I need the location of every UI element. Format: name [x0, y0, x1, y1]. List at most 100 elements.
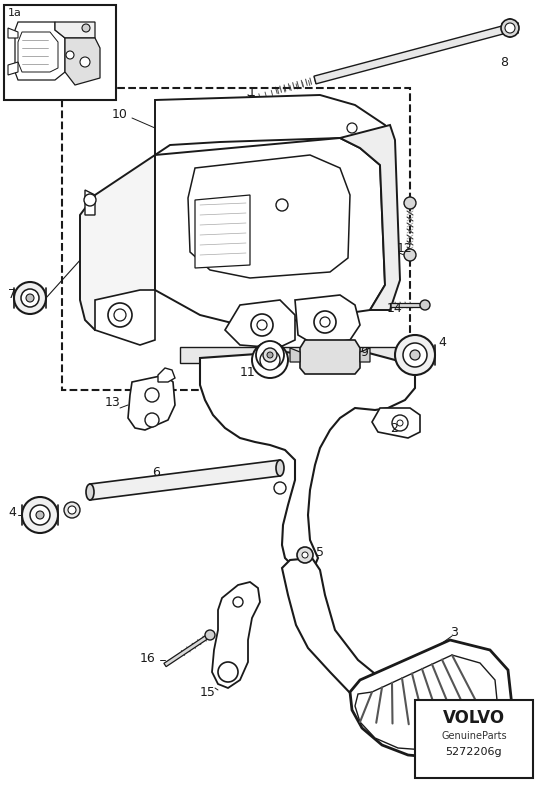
Ellipse shape [86, 484, 94, 500]
Text: 4: 4 [8, 506, 16, 520]
Circle shape [263, 348, 277, 362]
Circle shape [251, 314, 273, 336]
Circle shape [205, 630, 215, 640]
Polygon shape [128, 375, 175, 430]
Circle shape [314, 311, 336, 333]
Circle shape [30, 505, 50, 525]
Polygon shape [350, 640, 512, 758]
Circle shape [392, 415, 408, 431]
Polygon shape [290, 348, 300, 362]
Polygon shape [188, 155, 350, 278]
Text: 10: 10 [112, 108, 128, 122]
Polygon shape [158, 368, 175, 382]
Circle shape [36, 511, 44, 519]
Polygon shape [85, 190, 95, 215]
Polygon shape [314, 24, 511, 84]
Polygon shape [18, 32, 58, 72]
Polygon shape [80, 155, 155, 330]
Circle shape [257, 320, 267, 330]
Circle shape [410, 350, 420, 360]
Bar [4, 5, 116, 100]
Circle shape [320, 317, 330, 327]
Text: 7: 7 [8, 288, 16, 302]
Text: 12: 12 [397, 241, 413, 255]
Polygon shape [95, 290, 155, 345]
Circle shape [347, 123, 357, 133]
Polygon shape [155, 138, 385, 325]
Polygon shape [372, 408, 420, 438]
Text: 11: 11 [240, 365, 256, 379]
Circle shape [256, 341, 284, 369]
Bar [415, 700, 533, 778]
Polygon shape [225, 300, 295, 348]
Circle shape [108, 303, 132, 327]
Circle shape [403, 343, 427, 367]
Circle shape [145, 413, 159, 427]
Text: 1: 1 [248, 86, 256, 98]
Polygon shape [8, 28, 18, 38]
Circle shape [80, 57, 90, 67]
Text: GenuineParts: GenuineParts [441, 731, 507, 741]
Polygon shape [340, 125, 400, 310]
Polygon shape [180, 347, 400, 363]
Circle shape [297, 547, 313, 563]
Text: 4: 4 [438, 336, 446, 348]
Circle shape [252, 342, 288, 378]
Circle shape [233, 597, 243, 607]
Polygon shape [65, 38, 100, 85]
Text: 14: 14 [387, 302, 403, 314]
Circle shape [26, 294, 34, 302]
Polygon shape [90, 460, 280, 500]
Text: 9: 9 [360, 347, 368, 359]
Circle shape [397, 420, 403, 426]
Polygon shape [390, 303, 420, 307]
Text: 16: 16 [140, 652, 155, 664]
Circle shape [218, 662, 238, 682]
Text: 3: 3 [450, 626, 458, 640]
Circle shape [260, 350, 280, 370]
Polygon shape [8, 62, 18, 75]
Circle shape [82, 24, 90, 32]
Polygon shape [212, 582, 260, 688]
Circle shape [22, 497, 58, 533]
Polygon shape [55, 22, 95, 38]
Circle shape [64, 502, 80, 518]
Text: 1a: 1a [8, 8, 22, 18]
Circle shape [66, 51, 74, 59]
Circle shape [114, 309, 126, 321]
Polygon shape [155, 95, 390, 155]
Polygon shape [295, 295, 360, 345]
Circle shape [420, 300, 430, 310]
Circle shape [267, 352, 273, 358]
Circle shape [395, 335, 435, 375]
Circle shape [145, 388, 159, 402]
Circle shape [68, 506, 76, 514]
Circle shape [404, 249, 416, 261]
Text: 5272206g: 5272206g [445, 747, 502, 757]
Circle shape [501, 19, 519, 37]
Text: 5: 5 [316, 546, 324, 560]
Polygon shape [300, 340, 360, 374]
Polygon shape [164, 634, 211, 667]
Circle shape [302, 552, 308, 558]
Circle shape [21, 289, 39, 307]
Circle shape [404, 197, 416, 209]
Polygon shape [15, 22, 65, 80]
Circle shape [274, 482, 286, 494]
Text: VOLVO: VOLVO [443, 709, 505, 727]
Circle shape [276, 199, 288, 211]
Text: 13: 13 [105, 395, 121, 409]
Text: 15: 15 [200, 686, 216, 700]
Circle shape [84, 194, 96, 206]
Text: 8: 8 [500, 56, 508, 68]
Text: 2: 2 [390, 421, 398, 435]
Polygon shape [195, 195, 250, 268]
Ellipse shape [276, 460, 284, 476]
Polygon shape [355, 655, 498, 750]
Polygon shape [282, 558, 410, 720]
Text: 6: 6 [152, 467, 160, 479]
Circle shape [14, 282, 46, 314]
Circle shape [505, 23, 515, 33]
Polygon shape [360, 348, 370, 362]
Polygon shape [200, 352, 415, 570]
